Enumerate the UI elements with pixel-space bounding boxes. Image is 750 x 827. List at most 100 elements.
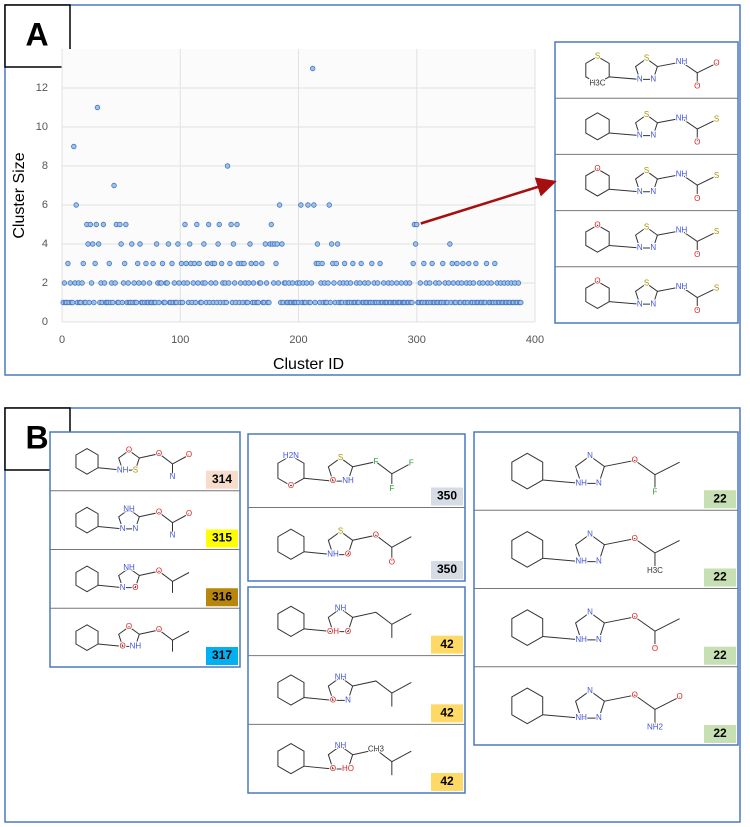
data-point [95, 241, 102, 247]
cluster-id: 42 [440, 774, 454, 788]
data-point [218, 260, 225, 267]
data-point [159, 260, 166, 267]
bond-ring [585, 168, 610, 197]
molecule: NH HO O CH3 [277, 740, 412, 776]
atom-label: NH [335, 604, 347, 613]
data-point [65, 260, 71, 267]
cluster-tag [206, 529, 238, 548]
data-point [134, 260, 141, 267]
atom-label: O [156, 449, 162, 458]
atom-label: O [594, 277, 600, 286]
data-point [393, 280, 400, 286]
data-point [311, 202, 317, 208]
data-point [106, 260, 112, 267]
data-point [259, 260, 265, 267]
data-point [234, 221, 240, 228]
bond-chain [604, 538, 680, 554]
data-point [201, 241, 207, 247]
atom-label: N [637, 187, 643, 196]
data-point [88, 280, 95, 286]
atom-label: N [650, 187, 656, 196]
data-point [123, 221, 129, 228]
bond [542, 557, 582, 563]
atom-label: O [345, 550, 351, 559]
bond-ring [277, 528, 305, 560]
bond-ring [327, 676, 354, 701]
data-point [449, 260, 455, 267]
bond-chain [604, 459, 680, 476]
molecule: S O NH O O [277, 526, 412, 567]
data-point [204, 260, 211, 267]
atom-label: O [632, 690, 638, 699]
molecule: N N NH O NH2 O [511, 685, 684, 732]
atom-label: S [714, 227, 719, 236]
data-point [90, 241, 96, 247]
molecule: S NN NH O S [585, 109, 720, 148]
cluster-tag [431, 561, 463, 579]
atom-label: N [587, 608, 593, 617]
data-point [175, 241, 181, 247]
bond-ring [75, 565, 99, 593]
data-point [61, 280, 68, 286]
data-point [279, 241, 285, 247]
atom-label: H2N [283, 451, 299, 460]
data-point [92, 260, 98, 267]
bond-ring [277, 455, 305, 487]
cluster-id: 22 [713, 570, 727, 584]
bond [303, 477, 334, 482]
bond-chain [657, 61, 717, 74]
data-point [202, 280, 208, 286]
bond [97, 584, 123, 589]
data-point [255, 299, 261, 306]
data-point [377, 260, 383, 267]
bond-chain [352, 611, 412, 625]
atom-label: F [373, 457, 378, 466]
data-point [208, 280, 214, 286]
data-point [266, 299, 272, 306]
bond-chain [352, 680, 412, 694]
data-point [195, 280, 201, 286]
y-tick-label: 6 [42, 199, 48, 211]
data-point [257, 280, 264, 286]
atom-label: S [133, 465, 138, 474]
bond-ring [635, 282, 658, 305]
cluster-tag [704, 568, 736, 587]
data-point [333, 260, 340, 267]
bond [303, 697, 334, 701]
data-point [436, 280, 442, 286]
bond-chain [352, 461, 412, 475]
data-point [334, 241, 341, 247]
atom-label: O [694, 138, 700, 147]
atom-label: O [594, 164, 600, 173]
cluster-tag [431, 773, 463, 791]
cluster-id: 350 [437, 489, 457, 503]
data-point [447, 241, 453, 247]
bond-ring [575, 455, 605, 484]
data-point [101, 280, 108, 286]
bond [609, 188, 640, 193]
atom-label: F [389, 484, 394, 493]
atom-label: N [637, 243, 643, 252]
data-point [183, 260, 189, 267]
bond [97, 467, 123, 471]
data-point [117, 221, 123, 228]
bond-ring [118, 626, 140, 647]
data-point [196, 260, 202, 267]
data-point [171, 280, 178, 286]
atom-label: O [126, 622, 132, 631]
data-point [86, 299, 92, 306]
data-point [165, 241, 172, 247]
bond [303, 551, 334, 556]
data-point [480, 280, 486, 286]
data-point [515, 280, 522, 286]
atom-label: O [156, 625, 162, 634]
molecule: NH O OH [277, 603, 412, 638]
atom-label: O [330, 764, 336, 773]
data-point [230, 241, 237, 247]
data-point [211, 260, 218, 267]
data-point [73, 202, 79, 208]
bond-ring [327, 530, 354, 556]
data-point [119, 299, 126, 306]
cluster-id: 315 [212, 531, 232, 545]
